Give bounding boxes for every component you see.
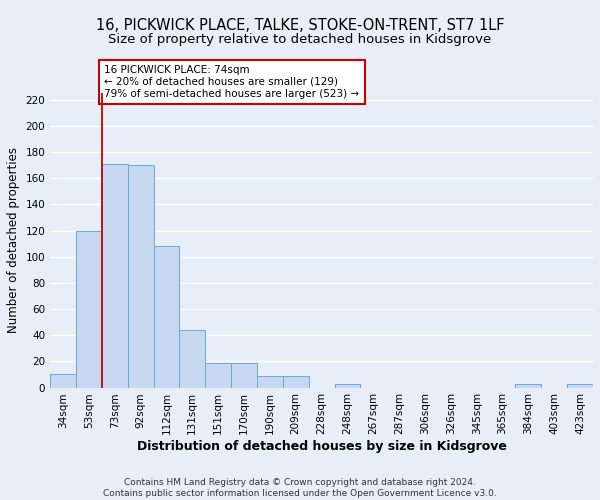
Y-axis label: Number of detached properties: Number of detached properties (7, 148, 20, 334)
Bar (50, 374, 76, 388)
Bar (205, 362, 231, 388)
Text: Contains HM Land Registry data © Crown copyright and database right 2024.
Contai: Contains HM Land Registry data © Crown c… (103, 478, 497, 498)
Bar (257, 376, 283, 388)
Bar (179, 330, 205, 388)
Bar (335, 384, 361, 388)
Bar (76, 230, 102, 388)
Bar (128, 165, 154, 388)
Bar (102, 164, 128, 388)
X-axis label: Distribution of detached houses by size in Kidsgrove: Distribution of detached houses by size … (137, 440, 506, 453)
Text: 16, PICKWICK PLACE, TALKE, STOKE-ON-TRENT, ST7 1LF: 16, PICKWICK PLACE, TALKE, STOKE-ON-TREN… (96, 18, 504, 32)
Bar (567, 384, 593, 388)
Bar (515, 384, 541, 388)
Text: Size of property relative to detached houses in Kidsgrove: Size of property relative to detached ho… (109, 32, 491, 46)
Text: 16 PICKWICK PLACE: 74sqm
← 20% of detached houses are smaller (129)
79% of semi-: 16 PICKWICK PLACE: 74sqm ← 20% of detach… (104, 66, 359, 98)
Bar (283, 376, 308, 388)
Bar (154, 246, 179, 388)
Bar (231, 362, 257, 388)
